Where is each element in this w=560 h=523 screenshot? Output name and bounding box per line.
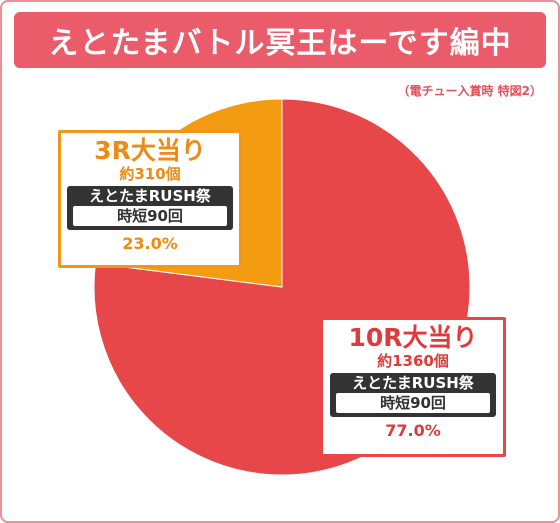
rush-label: えとたまRUSH祭 [89, 187, 211, 205]
jitan-label: 時短90回 [73, 206, 227, 226]
rush-badge: えとたまRUSH祭 時短90回 [67, 186, 233, 230]
slice-label-3r: 3R大当り 約310個 えとたまRUSH祭 時短90回 23.0% [58, 130, 242, 268]
rush-badge: えとたまRUSH祭 時短90回 [330, 373, 496, 417]
slice-name: 3R大当り [94, 136, 206, 165]
slice-name: 10R大当り [348, 323, 478, 352]
slice-percent: 77.0% [385, 421, 441, 440]
jitan-label: 時短90回 [336, 393, 490, 413]
rush-label: えとたまRUSH祭 [352, 374, 474, 392]
slice-label-10r: 10R大当り 約1360個 えとたまRUSH祭 時短90回 77.0% [320, 317, 506, 457]
slice-count: 約1360個 [377, 352, 449, 370]
slice-percent: 23.0% [122, 234, 178, 253]
slice-count: 約310個 [119, 165, 181, 183]
page-title: えとたまバトル冥王はーです編中 [48, 26, 512, 61]
title-bar: えとたまバトル冥王はーです編中 [14, 12, 546, 68]
chart-subtitle: （電チュー入賞時 特図2） [397, 84, 542, 98]
